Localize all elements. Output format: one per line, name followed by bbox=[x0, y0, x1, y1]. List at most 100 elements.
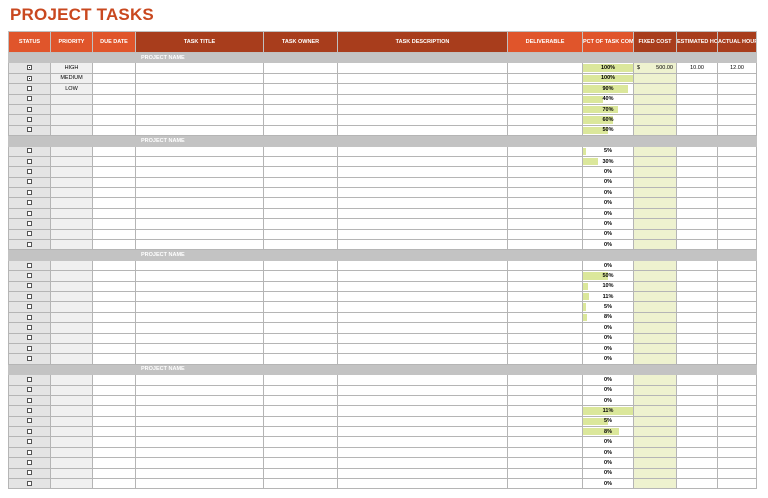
task-description-cell[interactable] bbox=[337, 270, 508, 282]
status-cell[interactable] bbox=[8, 218, 51, 230]
status-checkbox[interactable] bbox=[27, 387, 32, 393]
actual-hours-cell[interactable] bbox=[717, 145, 757, 157]
task-owner-cell[interactable] bbox=[263, 290, 338, 303]
estimated-hours-cell[interactable] bbox=[676, 332, 718, 344]
task-title-cell[interactable] bbox=[135, 477, 264, 490]
deliverable-cell[interactable] bbox=[507, 301, 583, 313]
pct-complete-cell[interactable]: 0% bbox=[582, 166, 634, 178]
project-name[interactable]: PROJECT NAME bbox=[135, 135, 757, 147]
estimated-hours-cell[interactable] bbox=[676, 426, 718, 438]
fixed-cost-cell[interactable] bbox=[633, 477, 677, 490]
priority-cell[interactable] bbox=[50, 124, 93, 137]
estimated-hours-cell[interactable] bbox=[676, 467, 718, 480]
estimated-hours-cell[interactable] bbox=[676, 166, 718, 178]
task-owner-cell[interactable] bbox=[263, 124, 338, 137]
status-cell[interactable] bbox=[8, 166, 51, 178]
due-date-cell[interactable] bbox=[92, 301, 136, 313]
status-cell[interactable] bbox=[8, 405, 51, 417]
deliverable-cell[interactable] bbox=[507, 477, 583, 490]
fixed-cost-cell[interactable] bbox=[633, 114, 677, 126]
actual-hours-cell[interactable] bbox=[717, 415, 757, 428]
deliverable-cell[interactable] bbox=[507, 83, 583, 95]
priority-cell[interactable] bbox=[50, 270, 93, 282]
task-title-cell[interactable] bbox=[135, 218, 264, 230]
estimated-hours-cell[interactable] bbox=[676, 301, 718, 313]
pct-complete-cell[interactable]: 11% bbox=[582, 405, 634, 417]
deliverable-cell[interactable] bbox=[507, 426, 583, 438]
estimated-hours-cell[interactable] bbox=[676, 207, 718, 220]
actual-hours-cell[interactable] bbox=[717, 384, 757, 396]
priority-cell[interactable] bbox=[50, 239, 93, 251]
task-title-cell[interactable] bbox=[135, 342, 264, 355]
task-owner-cell[interactable] bbox=[263, 332, 338, 344]
task-owner-cell[interactable] bbox=[263, 301, 338, 313]
status-checkbox[interactable] bbox=[27, 428, 32, 434]
fixed-cost-cell[interactable] bbox=[633, 259, 677, 272]
task-title-cell[interactable] bbox=[135, 207, 264, 220]
deliverable-cell[interactable] bbox=[507, 290, 583, 303]
priority-cell[interactable] bbox=[50, 259, 93, 272]
deliverable-cell[interactable] bbox=[507, 342, 583, 355]
status-checkbox[interactable] bbox=[27, 459, 32, 465]
due-date-cell[interactable] bbox=[92, 145, 136, 157]
status-cell[interactable] bbox=[8, 332, 51, 344]
project-name[interactable]: PROJECT NAME bbox=[135, 249, 757, 261]
pct-complete-cell[interactable]: 0% bbox=[582, 207, 634, 220]
pct-complete-cell[interactable]: 60% bbox=[582, 114, 634, 126]
estimated-hours-cell[interactable] bbox=[676, 145, 718, 157]
status-checkbox[interactable] bbox=[27, 397, 32, 403]
actual-hours-cell[interactable] bbox=[717, 290, 757, 303]
actual-hours-cell[interactable] bbox=[717, 187, 757, 199]
status-cell[interactable] bbox=[8, 446, 51, 459]
deliverable-cell[interactable] bbox=[507, 207, 583, 220]
status-cell[interactable] bbox=[8, 270, 51, 282]
due-date-cell[interactable] bbox=[92, 457, 136, 469]
actual-hours-cell[interactable] bbox=[717, 155, 757, 168]
fixed-cost-cell[interactable] bbox=[633, 415, 677, 428]
task-owner-cell[interactable] bbox=[263, 394, 338, 407]
task-title-cell[interactable] bbox=[135, 197, 264, 209]
priority-cell[interactable] bbox=[50, 415, 93, 428]
priority-cell[interactable] bbox=[50, 301, 93, 313]
project-name[interactable]: PROJECT NAME bbox=[135, 363, 757, 376]
task-title-cell[interactable] bbox=[135, 311, 264, 324]
due-date-cell[interactable] bbox=[92, 259, 136, 272]
status-cell[interactable] bbox=[8, 353, 51, 365]
task-owner-cell[interactable] bbox=[263, 166, 338, 178]
estimated-hours-cell[interactable] bbox=[676, 353, 718, 365]
task-owner-cell[interactable] bbox=[263, 384, 338, 396]
fixed-cost-cell[interactable] bbox=[633, 239, 677, 251]
actual-hours-cell[interactable] bbox=[717, 280, 757, 293]
status-checkbox[interactable] bbox=[27, 262, 32, 268]
fixed-cost-cell[interactable] bbox=[633, 301, 677, 313]
priority-cell[interactable] bbox=[50, 446, 93, 459]
estimated-hours-cell[interactable] bbox=[676, 342, 718, 355]
deliverable-cell[interactable] bbox=[507, 457, 583, 469]
fixed-cost-cell[interactable] bbox=[633, 280, 677, 293]
status-checkbox[interactable] bbox=[27, 439, 32, 445]
fixed-cost-cell[interactable] bbox=[633, 83, 677, 95]
deliverable-cell[interactable] bbox=[507, 155, 583, 168]
actual-hours-cell[interactable]: 12.00 bbox=[717, 62, 757, 74]
actual-hours-cell[interactable] bbox=[717, 353, 757, 365]
pct-complete-cell[interactable]: 11% bbox=[582, 290, 634, 303]
status-checkbox[interactable] bbox=[27, 117, 32, 123]
priority-cell[interactable] bbox=[50, 145, 93, 157]
fixed-cost-cell[interactable] bbox=[633, 187, 677, 199]
status-cell[interactable] bbox=[8, 457, 51, 469]
task-description-cell[interactable] bbox=[337, 394, 508, 407]
priority-cell[interactable] bbox=[50, 394, 93, 407]
status-cell[interactable] bbox=[8, 239, 51, 251]
actual-hours-cell[interactable] bbox=[717, 93, 757, 105]
estimated-hours-cell[interactable] bbox=[676, 311, 718, 324]
actual-hours-cell[interactable] bbox=[717, 166, 757, 178]
status-checkbox[interactable] bbox=[27, 314, 32, 320]
task-owner-cell[interactable] bbox=[263, 207, 338, 220]
task-description-cell[interactable] bbox=[337, 311, 508, 324]
pct-complete-cell[interactable]: 8% bbox=[582, 311, 634, 324]
fixed-cost-cell[interactable] bbox=[633, 394, 677, 407]
status-cell[interactable] bbox=[8, 311, 51, 324]
fixed-cost-cell[interactable] bbox=[633, 342, 677, 355]
pct-complete-cell[interactable]: 0% bbox=[582, 353, 634, 365]
status-checkbox[interactable] bbox=[27, 376, 32, 382]
